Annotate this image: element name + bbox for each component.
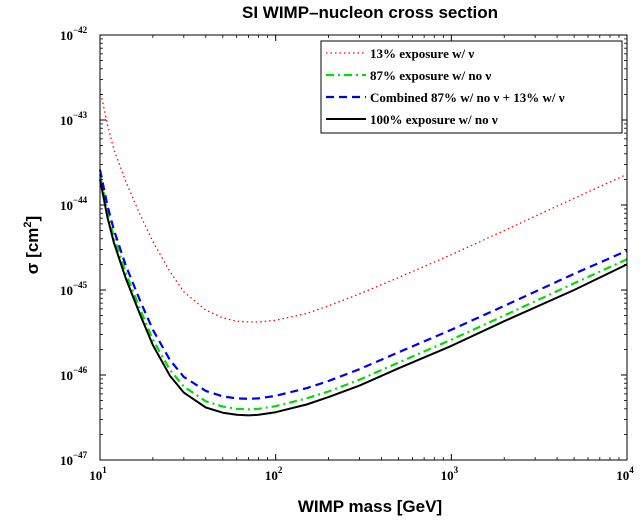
series-layer <box>98 89 628 417</box>
series-line-2 <box>98 174 628 411</box>
y-tick-label: 10−44 <box>60 195 88 213</box>
legend-label-4: 100% exposure w/ no ν <box>370 112 498 127</box>
tick-layer: 101 102 103 104 10−47 10−46 10−45 10−44 10−43 10−… <box>60 25 634 483</box>
legend-box <box>320 40 623 134</box>
y-axis-label-main: σ [cm <box>23 228 42 275</box>
series-line-3 <box>98 169 628 400</box>
legend-label-2: 87% exposure w/ no ν <box>370 68 491 83</box>
y-tick-label: 10−45 <box>60 280 88 298</box>
x-axis-label: WIMP mass [GeV] <box>298 497 442 516</box>
y-tick-label: 10−46 <box>60 365 88 383</box>
legend-label-3: Combined 87% w/ no ν + 13% w/ ν <box>370 90 565 105</box>
y-axis-label: σ [cm2] <box>22 216 42 274</box>
plot-frame <box>99 34 628 461</box>
series-line-1 <box>99 89 628 323</box>
x-tick-label: 101 <box>89 465 107 483</box>
legend: 13% exposure w/ ν 87% exposure w/ no ν Com… <box>320 40 623 134</box>
x-tick-label: 102 <box>265 465 283 483</box>
x-tick-label: 103 <box>441 465 459 483</box>
y-tick-label: 10−47 <box>60 450 88 468</box>
y-axis-label-sup: 2 <box>22 221 34 227</box>
legend-label-1: 13% exposure w/ ν <box>370 46 474 61</box>
y-tick-label: 10−43 <box>60 110 88 128</box>
series-line-4 <box>99 179 628 417</box>
x-tick-label: 104 <box>616 465 634 483</box>
y-axis-label-end: ] <box>23 216 42 222</box>
chart-title: SI WIMP–nucleon cross section <box>242 3 498 22</box>
y-tick-label: 10−42 <box>60 25 88 43</box>
